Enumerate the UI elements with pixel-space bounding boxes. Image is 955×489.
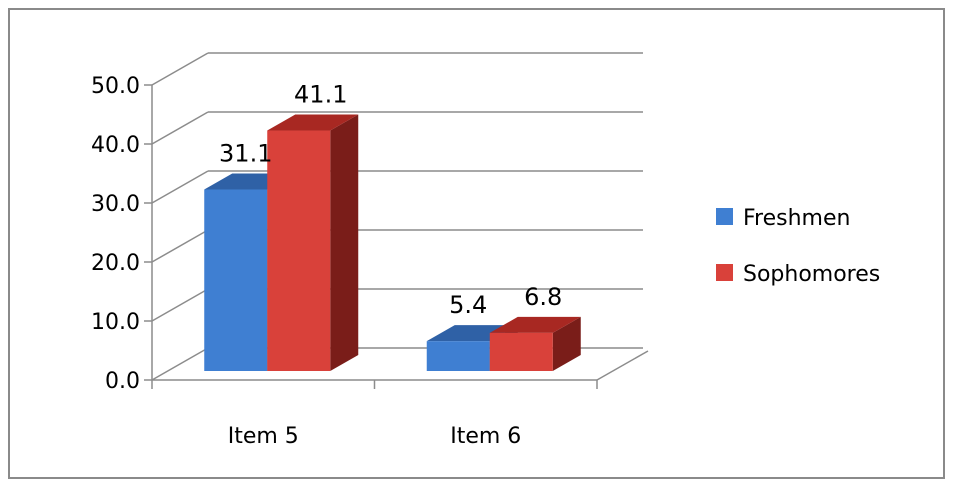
- data-label: 5.4: [449, 291, 487, 319]
- x-tick-label: Item 5: [228, 424, 299, 449]
- y-tick-label: 10.0: [91, 310, 140, 335]
- bars: [204, 114, 581, 371]
- bar-sophomores-item-6-side: [552, 316, 581, 371]
- legend-label-freshmen: Freshmen: [743, 206, 850, 231]
- y-tick-label: 0.0: [105, 369, 140, 394]
- y-tick-label: 20.0: [91, 251, 140, 276]
- legend-label-sophomores: Sophomores: [743, 262, 880, 287]
- gridline-side: [151, 229, 209, 263]
- x-tick-label: Item 6: [450, 424, 521, 449]
- legend: Freshmen Sophomores: [716, 206, 880, 287]
- gridline-side: [151, 52, 209, 86]
- data-label: 41.1: [294, 81, 347, 109]
- gridline-side: [151, 111, 209, 145]
- bar-sophomores-item-6: [489, 332, 553, 371]
- data-label: 31.1: [219, 140, 272, 168]
- y-tick-label: 40.0: [91, 133, 140, 158]
- bar-sophomores-item-5-top: [267, 114, 359, 131]
- y-tick-label: 50.0: [91, 74, 140, 99]
- legend-swatch-freshmen: [716, 208, 733, 225]
- y-tick-label: 30.0: [91, 192, 140, 217]
- legend-swatch-sophomores: [716, 264, 733, 281]
- gridline-side: [151, 347, 209, 381]
- bar-sophomores-item-5-side: [330, 114, 359, 371]
- bar-freshmen-item-6: [426, 341, 490, 371]
- gridline-side: [151, 288, 209, 322]
- bar-sophomores-item-5: [267, 130, 331, 371]
- chart-frame: [8, 8, 945, 479]
- bar-sophomores-item-6-top: [489, 316, 581, 333]
- axes: 0.0 10.0 20.0 30.0 40.0 50.0 Item 5 Item 6: [91, 74, 598, 449]
- bar-freshmen-item-5: [204, 189, 268, 371]
- data-labels: 31.1 41.1 5.4 6.8: [219, 81, 562, 320]
- data-label: 6.8: [524, 283, 562, 311]
- gridline-side: [151, 170, 209, 204]
- floor-edge: [596, 350, 649, 381]
